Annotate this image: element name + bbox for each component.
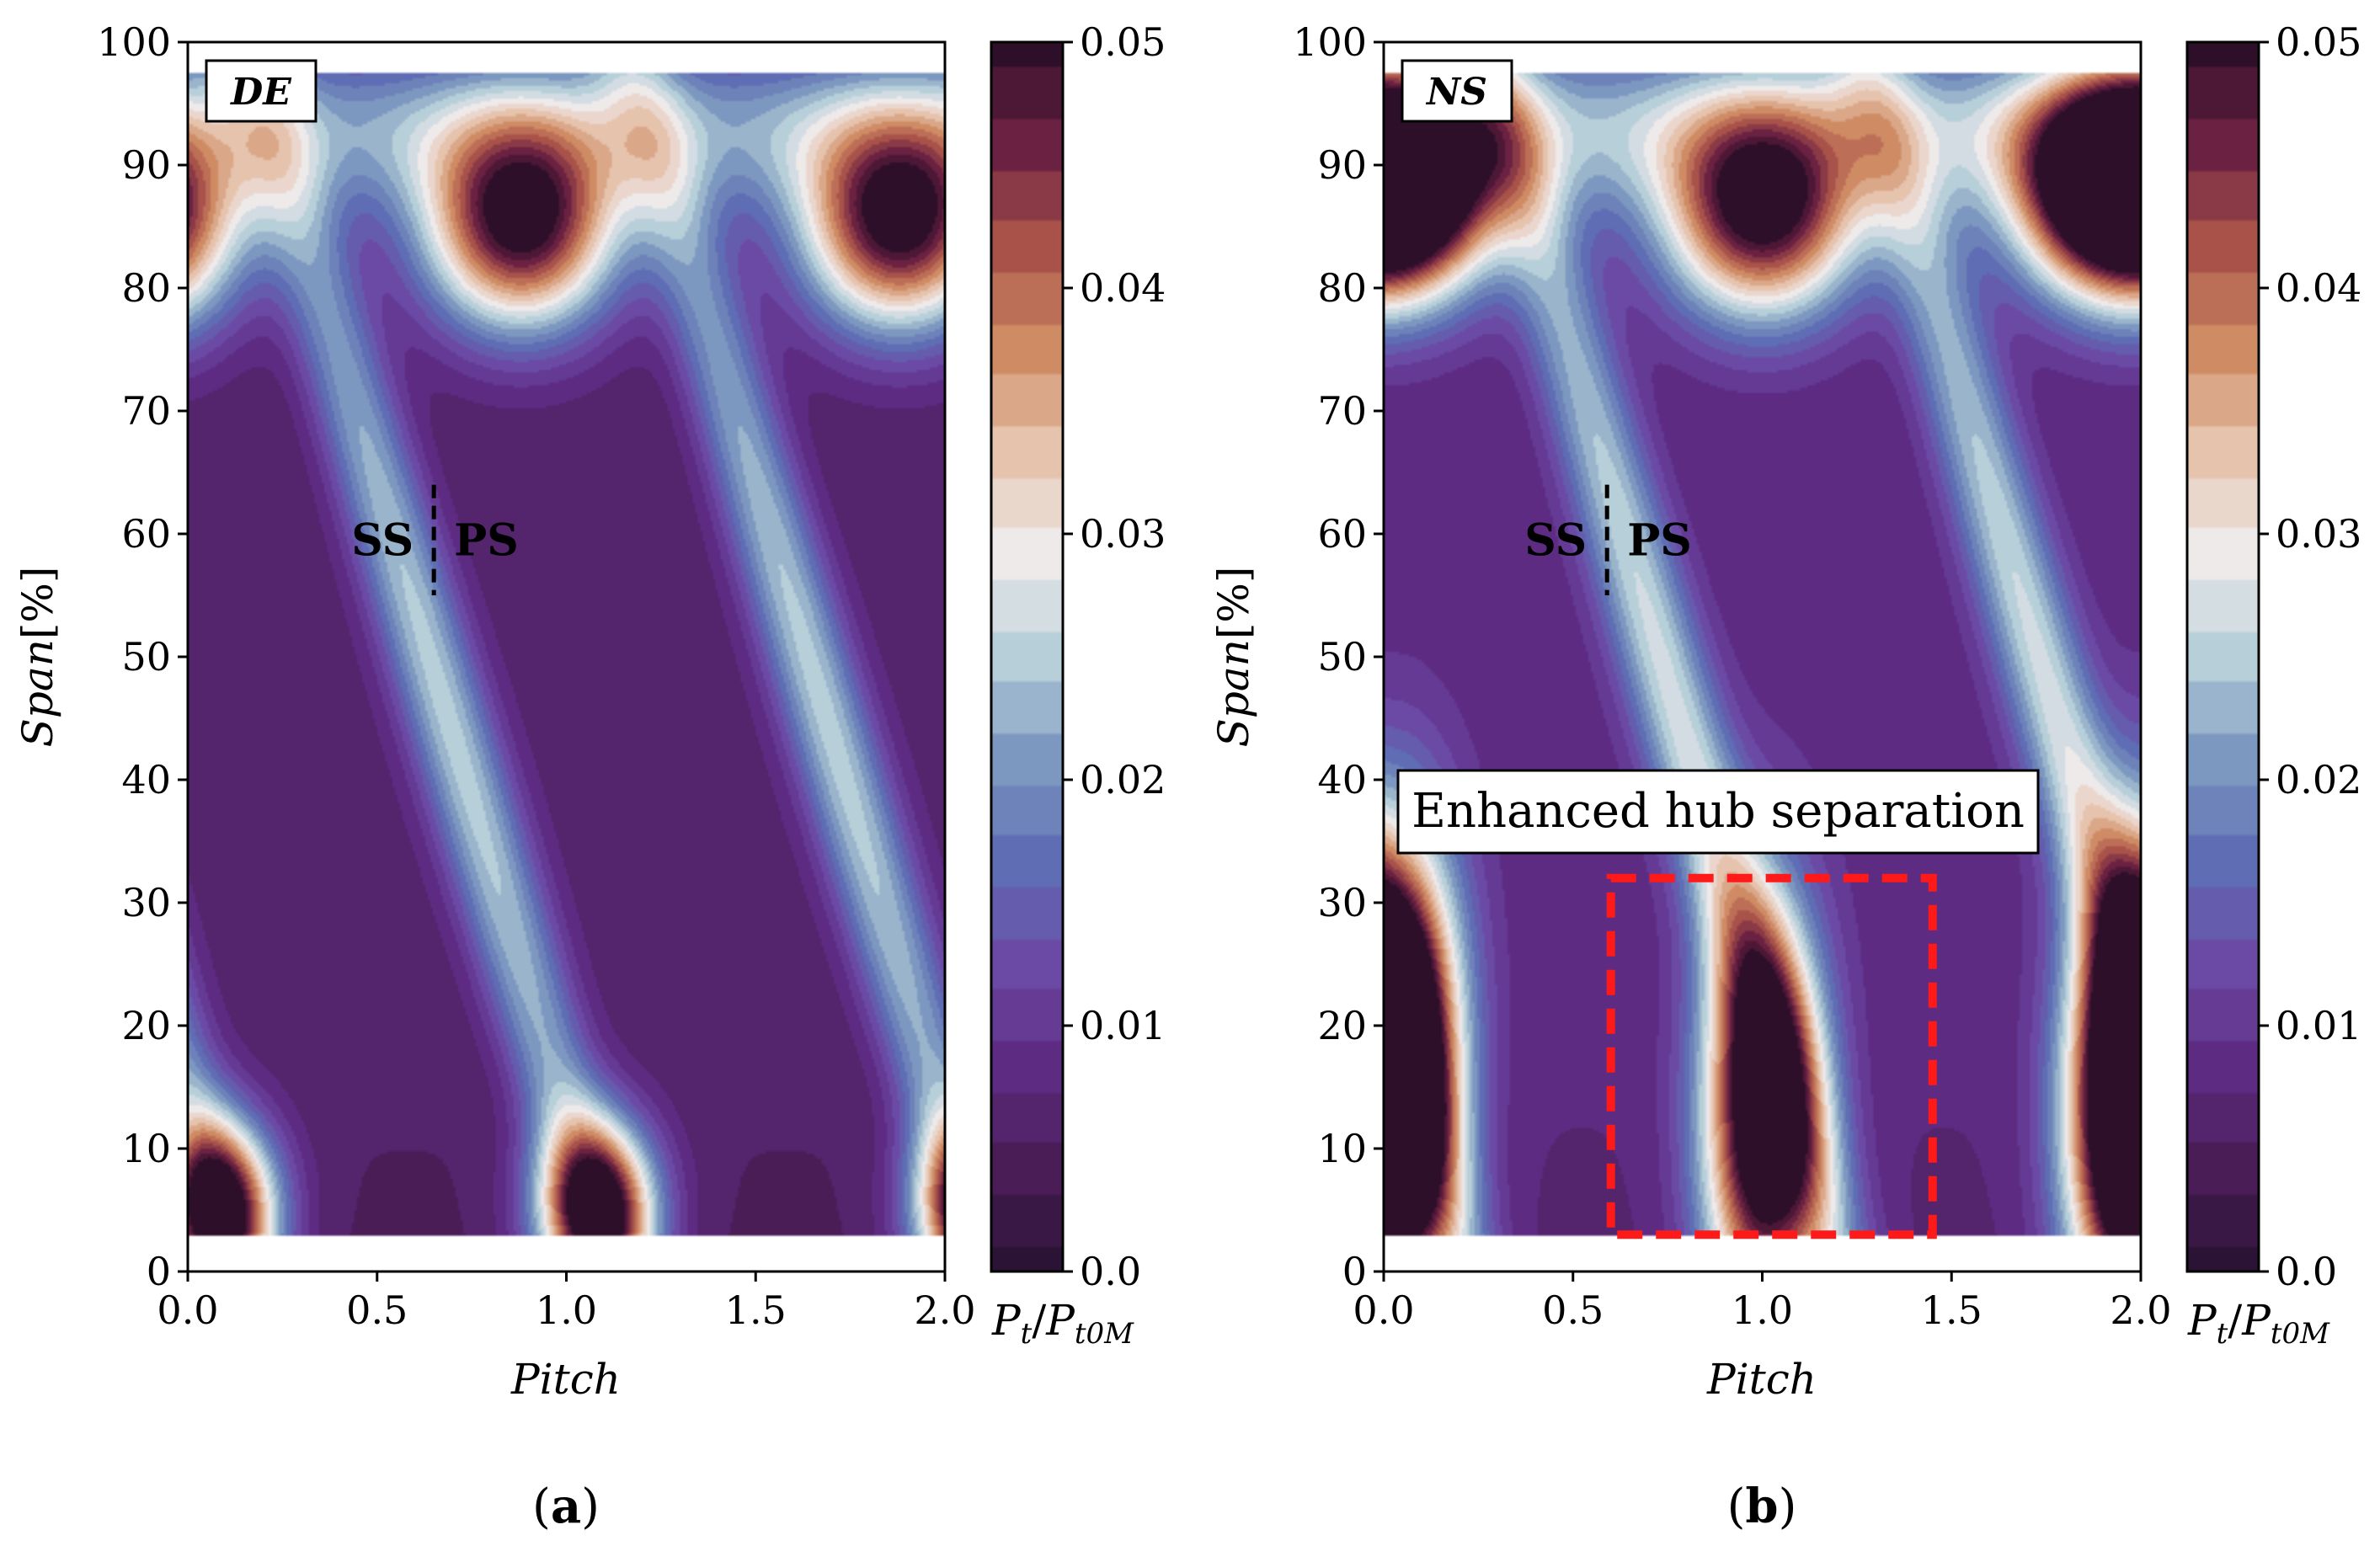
y-tick-label: 40	[1317, 757, 1367, 802]
colorbar-label: Pt/Pt0M	[2187, 1296, 2330, 1351]
panel-label-a: (a)	[532, 1479, 600, 1534]
y-tick-label: 0	[147, 1249, 171, 1294]
colorbar-tick-label: 0.05	[2276, 19, 2361, 65]
y-axis: 0 10 20 30 40 50 60 70 80 90 100	[1293, 19, 1384, 1294]
panel-a: 0 10 20 30 40 50 60 70 80 90 100 0.0 0.5 1.0 1.5 2.0 D…	[13, 19, 1166, 1534]
case-tag: DE	[229, 71, 292, 114]
x-tick-label: 1.0	[1732, 1287, 1793, 1333]
y-tick-label: 60	[1317, 511, 1367, 557]
x-tick-label: 1.5	[725, 1287, 787, 1333]
y-tick-label: 20	[121, 1003, 171, 1048]
colorbar-tick-label: 0.04	[1080, 265, 1166, 311]
colorbar-tick-label: 0.01	[2276, 1003, 2361, 1048]
y-tick-label: 100	[1293, 19, 1367, 65]
x-axis-label: Pitch	[1706, 1355, 1817, 1404]
colorbar-tick-label: 0.02	[2276, 757, 2361, 802]
y-tick-label: 90	[121, 142, 171, 188]
colorbar-label: Pt/Pt0M	[991, 1296, 1134, 1351]
y-tick-label: 10	[121, 1126, 171, 1171]
colorbar-frame	[990, 40, 1065, 1273]
panel-b: 0 10 20 30 40 50 60 70 80 90 100 0.0 0.5 1.0 1.5 2.0 N…	[1209, 19, 2361, 1534]
y-tick-label: 40	[121, 757, 171, 802]
ps-label: PS	[1627, 514, 1692, 566]
heatmap-image-ns	[1384, 42, 2141, 1271]
x-tick-label: 0.0	[1353, 1287, 1414, 1333]
x-axis: 0.0 0.5 1.0 1.5 2.0	[157, 1271, 976, 1333]
y-tick-label: 30	[121, 880, 171, 925]
colorbar-tick-label: 0.05	[1080, 19, 1166, 65]
x-axis-label: Pitch	[510, 1355, 621, 1404]
y-tick-label: 50	[121, 634, 171, 680]
x-tick-label: 0.5	[1542, 1287, 1604, 1333]
ss-label: SS	[1524, 514, 1587, 566]
case-tag-box	[1401, 59, 1513, 123]
y-axis-label: Span[%]	[1209, 567, 1258, 748]
colorbar-image	[991, 42, 1063, 1271]
colorbar-frame	[2185, 40, 2260, 1273]
x-tick-label: 1.0	[536, 1287, 597, 1333]
y-tick-label: 100	[97, 19, 171, 65]
colorbar-tick-label: 0.01	[1080, 1003, 1166, 1048]
x-tick-label: 2.0	[914, 1287, 975, 1333]
heatmap-image-de	[188, 42, 945, 1271]
y-axis-label: Span[%]	[13, 567, 62, 748]
y-tick-label: 10	[1317, 1126, 1367, 1171]
colorbar-tick-label: 0.03	[1080, 511, 1166, 557]
colorbar-tick-label: 0.02	[1080, 757, 1166, 802]
colorbar-ticks: 0.0 0.01 0.02 0.03 0.04 0.05	[2259, 19, 2361, 1294]
colorbar-tick-label: 0.04	[2276, 265, 2361, 311]
x-tick-label: 0.5	[346, 1287, 408, 1333]
x-tick-label: 0.0	[157, 1287, 218, 1333]
colorbar-tick-label: 0.03	[2276, 511, 2361, 557]
y-tick-label: 80	[1317, 265, 1367, 311]
ss-label: SS	[351, 514, 414, 566]
y-tick-label: 60	[121, 511, 171, 557]
colorbar-tick-label: 0.0	[1080, 1249, 1141, 1294]
y-tick-label: 30	[1317, 880, 1367, 925]
x-axis: 0.0 0.5 1.0 1.5 2.0	[1353, 1271, 2172, 1333]
y-tick-label: 0	[1342, 1249, 1367, 1294]
y-tick-label: 90	[1317, 142, 1367, 188]
hub-separation-highlight	[1606, 873, 1937, 1239]
note-text: Enhanced hub separation	[1411, 784, 2025, 839]
colorbar-image	[2187, 42, 2259, 1271]
y-tick-label: 80	[121, 265, 171, 311]
x-tick-label: 1.5	[1921, 1287, 1982, 1333]
y-axis: 0 10 20 30 40 50 60 70 80 90 100	[97, 19, 188, 1294]
colorbar-tick-label: 0.0	[2276, 1249, 2337, 1294]
note-box	[1396, 769, 2040, 855]
y-tick-label: 70	[121, 388, 171, 434]
colorbar-ticks: 0.0 0.01 0.02 0.03 0.04 0.05	[1063, 19, 1166, 1294]
y-tick-label: 50	[1317, 634, 1367, 680]
case-tag-box	[205, 59, 318, 123]
panel-label-b: (b)	[1727, 1479, 1797, 1534]
case-tag: NS	[1425, 71, 1487, 114]
ps-label: PS	[454, 514, 519, 566]
y-tick-label: 70	[1317, 388, 1367, 434]
x-tick-label: 2.0	[2110, 1287, 2171, 1333]
y-tick-label: 20	[1317, 1003, 1367, 1048]
